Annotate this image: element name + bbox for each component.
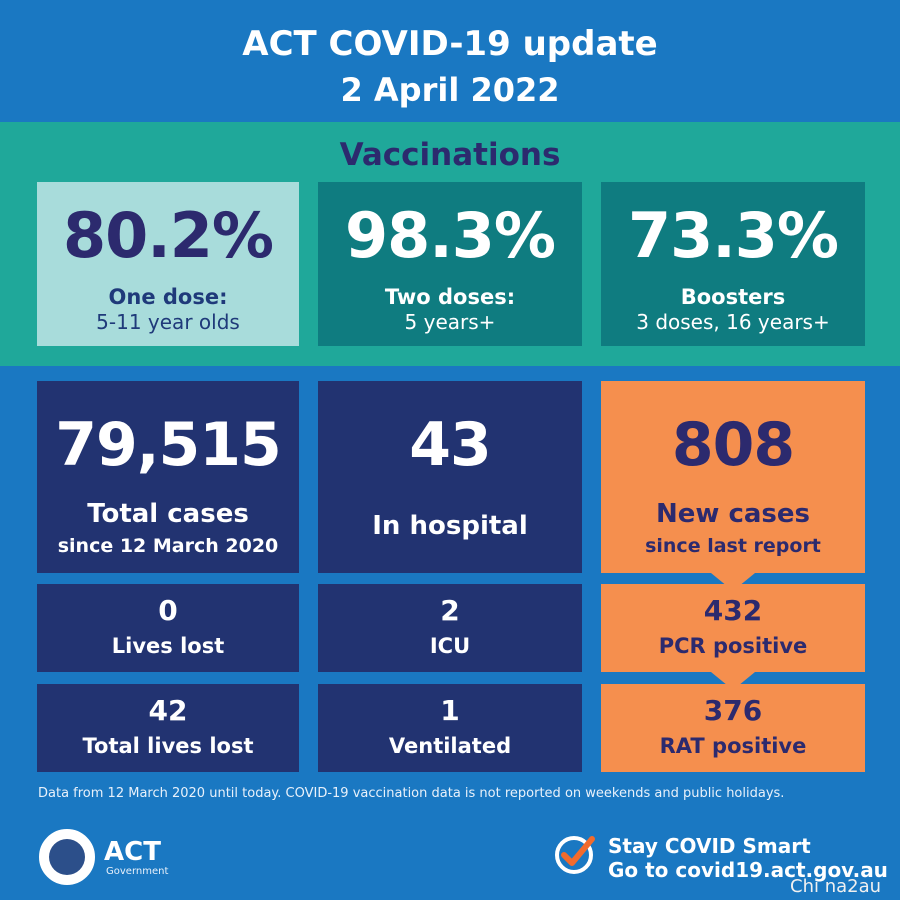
rat-positive-label: RAT positive (659, 734, 807, 758)
vaccinations-heading: Vaccinations (339, 137, 561, 173)
vaccination-value: 73.3% (627, 199, 839, 272)
rat-positive-value: 376 (703, 694, 763, 727)
pcr-positive-value: 432 (703, 594, 763, 627)
total-lives-lost-label: Total lives lost (82, 734, 254, 758)
vaccination-sublabel: 5-11 year olds (96, 310, 240, 334)
page-title: ACT COVID-19 update (242, 24, 658, 64)
lives-lost-value: 0 (158, 594, 178, 627)
stay-covid-smart-text: Stay COVID Smart (608, 834, 811, 858)
icu-value: 2 (440, 594, 460, 627)
pcr-positive-label: PCR positive (658, 634, 808, 658)
vaccination-label: Boosters (680, 285, 786, 309)
total-cases-label: Total cases (87, 499, 249, 529)
vaccination-value: 80.2% (62, 199, 274, 272)
rat-positive-card: 376 RAT positive (601, 684, 865, 772)
new-cases-sublabel: since last report (645, 535, 821, 557)
vaccination-label: Two doses: (384, 285, 516, 309)
watermark-text: Chi na2au (790, 876, 882, 897)
in-hospital-card: 43 In hospital (318, 381, 582, 573)
ventilated-value: 1 (440, 694, 460, 727)
data-footnote: Data from 12 March 2020 until today. COV… (38, 786, 785, 801)
act-logo-subtext: Government (106, 866, 169, 877)
vaccination-card-boosters: 73.3% Boosters 3 doses, 16 years+ (601, 182, 865, 346)
lives-lost-card: 0 Lives lost (37, 584, 299, 672)
in-hospital-value: 43 (409, 410, 492, 480)
vaccination-sublabel: 3 doses, 16 years+ (636, 310, 830, 334)
lives-lost-label: Lives lost (111, 634, 225, 658)
act-logo-text: ACT (104, 837, 161, 867)
vaccination-value: 98.3% (344, 199, 556, 272)
pcr-positive-card: 432 PCR positive (601, 584, 865, 672)
icu-card: 2 ICU (318, 584, 582, 672)
in-hospital-label: In hospital (372, 511, 528, 541)
total-lives-lost-card: 42 Total lives lost (37, 684, 299, 772)
header: ACT COVID-19 update 2 April 2022 (0, 0, 900, 122)
vaccination-sublabel: 5 years+ (404, 310, 496, 334)
ventilated-card: 1 Ventilated (318, 684, 582, 772)
icu-label: ICU (429, 634, 471, 658)
new-cases-card: 808 New cases since last report (601, 381, 865, 573)
total-lives-lost-value: 42 (148, 694, 188, 727)
checkmark-icon (555, 836, 595, 874)
ventilated-label: Ventilated (388, 734, 512, 758)
crest-shield-icon (49, 839, 85, 875)
vaccination-card-two-doses: 98.3% Two doses: 5 years+ (318, 182, 582, 346)
act-government-crest-icon (36, 826, 98, 888)
page-date: 2 April 2022 (340, 71, 560, 109)
total-cases-card: 79,515 Total cases since 12 March 2020 (37, 381, 299, 573)
total-cases-value: 79,515 (55, 410, 282, 480)
total-cases-sublabel: since 12 March 2020 (57, 535, 279, 557)
vaccination-label: One dose: (108, 285, 228, 309)
new-cases-label: New cases (655, 499, 810, 529)
new-cases-value: 808 (671, 410, 795, 480)
vaccination-card-one-dose: 80.2% One dose: 5-11 year olds (37, 182, 299, 346)
covid-website-link[interactable]: Go to covid19.act.gov.au (608, 858, 888, 882)
